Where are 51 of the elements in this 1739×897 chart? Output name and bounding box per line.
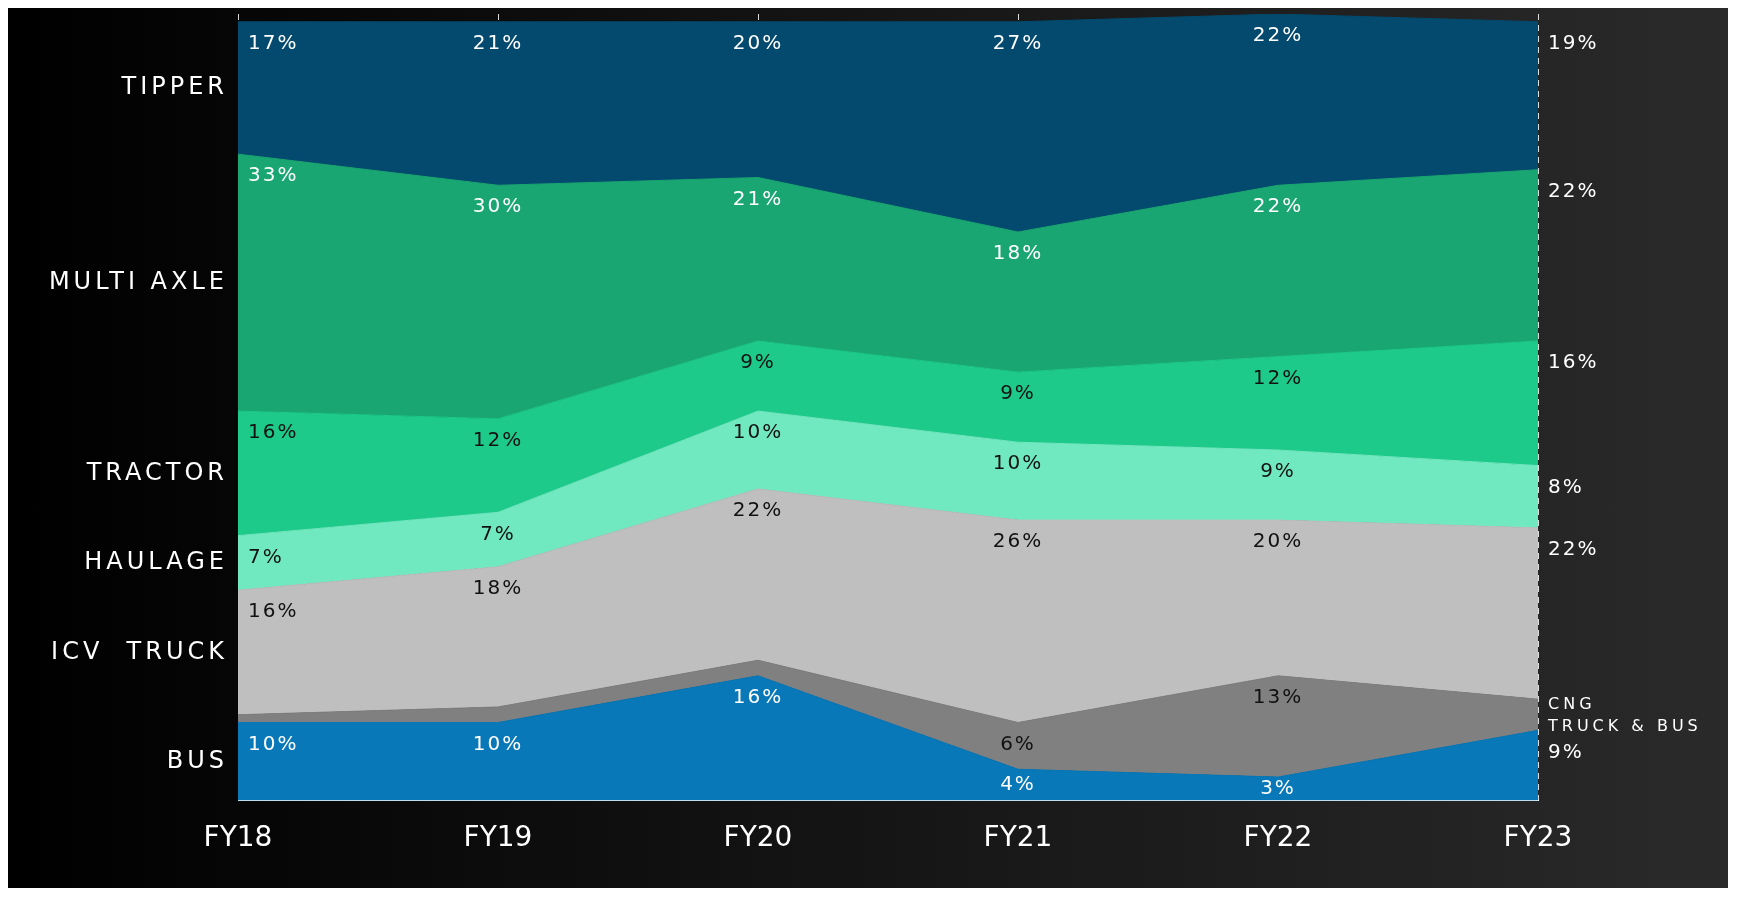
data-label: 20%: [1252, 528, 1304, 553]
x-tick-label: FY18: [203, 820, 273, 854]
data-label: 4%: [1000, 771, 1036, 796]
data-label: 3%: [1260, 774, 1296, 799]
x-tick-label: FY19: [463, 820, 533, 854]
data-label: 21%: [732, 185, 784, 210]
x-tick-label: FY21: [983, 820, 1053, 854]
data-label: 9%: [1000, 380, 1036, 405]
data-label: 22%: [1252, 193, 1304, 218]
data-label: 19%: [1548, 29, 1599, 54]
data-label: 12%: [1252, 364, 1304, 389]
x-tick-label: FY23: [1503, 820, 1573, 854]
series-label: MULTI AXLE: [48, 266, 228, 295]
data-label: 18%: [472, 575, 524, 600]
data-label: 10%: [248, 730, 299, 755]
series-label: TIPPER: [120, 72, 228, 101]
series-label: BUS: [166, 745, 228, 774]
data-label: 9%: [1548, 738, 1584, 763]
series-label: HAULAGE: [84, 547, 228, 576]
data-label: 7%: [248, 543, 284, 568]
data-label: 26%: [992, 528, 1044, 553]
data-label: 16%: [248, 598, 299, 623]
data-label: 30%: [472, 193, 524, 218]
data-label: 16%: [248, 419, 299, 444]
data-label: 18%: [992, 240, 1044, 265]
data-label: 9%: [1260, 458, 1296, 483]
data-label: 33%: [248, 162, 299, 187]
data-label: 10%: [732, 419, 784, 444]
data-label: 10%: [992, 450, 1044, 475]
data-label: 7%: [480, 520, 516, 545]
data-label: 20%: [732, 29, 784, 54]
data-label: 16%: [1548, 349, 1599, 374]
data-label: 22%: [1548, 177, 1599, 202]
series-label: TRACTOR: [85, 457, 228, 486]
data-label: 17%: [248, 29, 299, 54]
data-label: 22%: [732, 497, 784, 522]
data-label: 10%: [472, 730, 524, 755]
data-label: 16%: [732, 684, 784, 709]
data-label: 6%: [1000, 730, 1036, 755]
data-label: 12%: [472, 427, 524, 452]
data-label: 27%: [992, 29, 1044, 54]
data-label: 9%: [740, 349, 776, 374]
data-label: 21%: [472, 29, 524, 54]
x-tick-label: FY22: [1243, 820, 1313, 854]
data-label: 22%: [1252, 22, 1304, 47]
data-label: 22%: [1548, 536, 1599, 561]
data-label: 13%: [1252, 684, 1304, 709]
x-tick-label: FY20: [723, 820, 793, 854]
series-label: CNG TRUCK & BUS: [1547, 693, 1702, 735]
data-label: 8%: [1548, 473, 1584, 498]
series-label: ICV TRUCK: [51, 636, 228, 665]
